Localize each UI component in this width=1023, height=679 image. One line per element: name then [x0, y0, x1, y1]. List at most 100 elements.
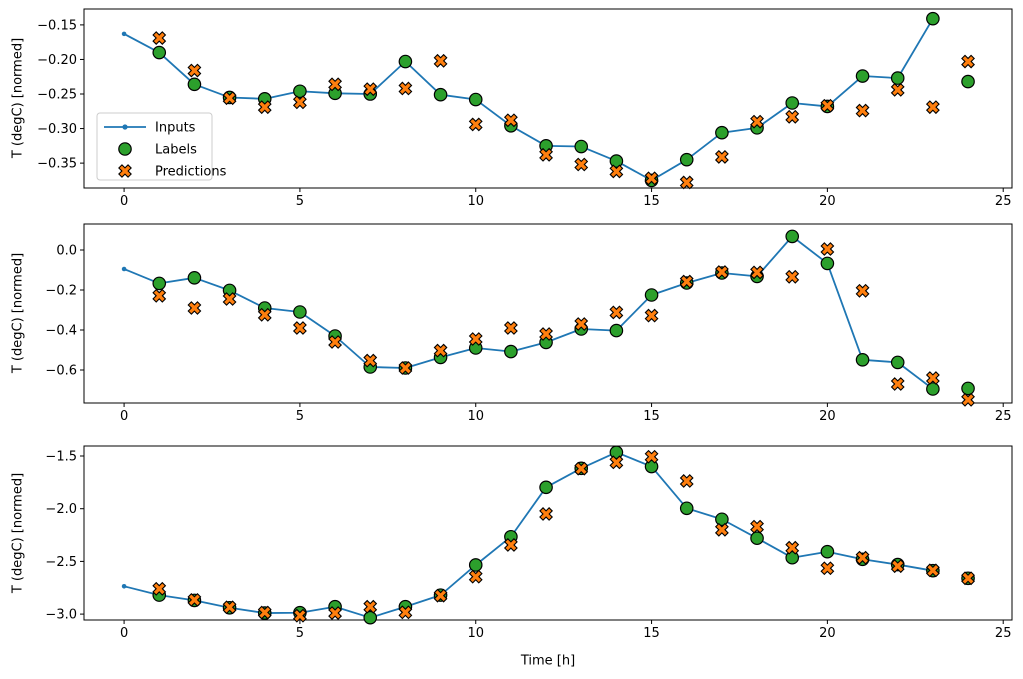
subplot-3: 0 5 10 15 20 25 −1.5 −2.0 −2.5 −3.0 [45, 445, 1013, 641]
x-tick-label: 5 [296, 626, 304, 641]
y-axis-label-subplot-1: T (degC) [normed] [10, 37, 26, 159]
predictions-marker [539, 147, 553, 162]
predictions-marker [890, 559, 905, 574]
x-tick-label: 25 [995, 194, 1012, 209]
predictions-marker [750, 265, 764, 280]
y-tick-label: −2.0 [45, 502, 77, 517]
y-tick-label: −0.20 [37, 53, 77, 68]
predictions-marker [609, 455, 624, 470]
predictions-marker [750, 114, 764, 129]
predictions-marker [257, 100, 272, 115]
y-tick-label: −0.2 [45, 284, 77, 299]
x-tick-label: 5 [296, 194, 304, 209]
x-tick-label: 25 [995, 409, 1012, 424]
predictions-marker [644, 449, 659, 464]
predictions-marker [644, 171, 659, 186]
predictions-marker [574, 461, 589, 476]
axes-frame [83, 223, 1013, 404]
predictions-marker [539, 507, 553, 521]
predictions-marker [855, 550, 870, 565]
predictions-marker [503, 113, 518, 128]
y-tick-label: −0.15 [37, 18, 77, 33]
predictions-marker [363, 353, 378, 368]
axes-frame [83, 445, 1013, 621]
labels-marker [293, 84, 307, 99]
predictions-marker [257, 307, 272, 322]
predictions-marker [714, 522, 729, 537]
predictions-marker [328, 335, 343, 349]
predictions-marker [925, 563, 940, 578]
predictions-marker [890, 377, 905, 391]
legend-item-label: Labels [155, 143, 197, 158]
predictions-marker [152, 581, 167, 596]
predictions-marker [398, 81, 413, 96]
predictions-marker [328, 606, 343, 620]
predictions-marker [961, 571, 975, 586]
x-tick-label: 15 [643, 409, 660, 424]
predictions-marker [152, 288, 167, 303]
predictions-marker [222, 600, 237, 615]
predictions-marker [609, 164, 624, 179]
x-tick-label: 20 [819, 194, 836, 209]
labels-marker [187, 77, 202, 92]
predictions-marker [855, 103, 870, 118]
predictions-marker [398, 361, 413, 375]
labels-marker [468, 92, 483, 107]
legend: Inputs Labels Predictions [96, 112, 227, 181]
predictions-marker [257, 605, 272, 620]
x-tick-label: 25 [995, 626, 1012, 641]
labels-marker [785, 96, 800, 110]
predictions-marker [820, 98, 835, 113]
labels-marker [890, 355, 905, 370]
labels-marker [574, 139, 589, 154]
subplot-2: 0 5 10 15 20 25 0.0 −0.2 −0.4 −0.6 [45, 223, 1013, 424]
predictions-marker [152, 31, 167, 45]
y-tick-label: −2.5 [45, 555, 77, 570]
predictions-marker [398, 605, 413, 620]
x-tick-label: 5 [296, 409, 304, 424]
predictions-marker [468, 569, 483, 584]
inputs-marker [121, 266, 127, 272]
y-tick-label: −0.6 [45, 364, 77, 379]
predictions-marker [785, 540, 800, 555]
predictions-marker [961, 392, 975, 407]
predictions-marker [187, 63, 202, 78]
labels-marker [609, 323, 624, 338]
predictions-marker [292, 95, 307, 110]
predictions-marker [187, 592, 202, 607]
predictions-marker [363, 599, 378, 614]
y-axis-label-subplot-2: T (degC) [normed] [10, 252, 26, 374]
y-tick-label: −0.4 [45, 324, 77, 339]
labels-marker [820, 256, 835, 271]
y-tick-label: −0.30 [37, 122, 77, 137]
labels-marker [187, 270, 202, 285]
predictions-marker [363, 82, 378, 97]
predictions-marker [292, 608, 307, 623]
predictions-marker [503, 321, 518, 335]
y-tick-label: −3.0 [45, 608, 77, 623]
predictions-marker [433, 343, 448, 358]
labels-marker [785, 229, 800, 244]
labels-marker [961, 74, 975, 89]
x-tick-label: 20 [819, 409, 836, 424]
labels-marker [363, 610, 378, 625]
labels-marker [715, 125, 729, 140]
labels-marker [644, 288, 659, 302]
labels-marker [785, 550, 800, 565]
legend-item-label: Inputs [155, 121, 196, 136]
labels-marker [609, 445, 624, 460]
predictions-marker [679, 474, 694, 488]
predictions-marker [925, 100, 940, 115]
labels-marker [961, 381, 975, 396]
predictions-marker [468, 117, 483, 132]
predictions-marker [855, 283, 870, 298]
predictions-marker [292, 321, 307, 335]
labels-marker [468, 558, 483, 572]
inputs-marker [121, 583, 127, 589]
y-tick-label: −0.35 [37, 157, 77, 172]
x-tick-label: 10 [467, 194, 484, 209]
predictions-marker [433, 588, 448, 603]
labels-marker [926, 382, 940, 396]
predictions-marker [644, 308, 659, 323]
